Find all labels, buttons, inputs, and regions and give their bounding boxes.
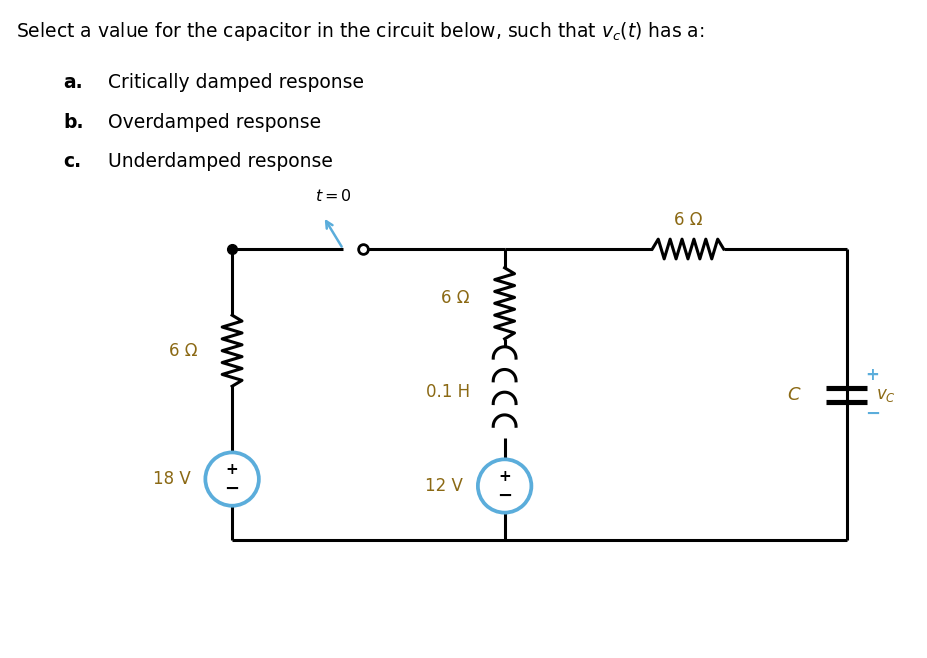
Text: 6 Ω: 6 Ω xyxy=(441,290,469,307)
Text: Underdamped response: Underdamped response xyxy=(108,152,333,171)
Text: Overdamped response: Overdamped response xyxy=(108,113,321,132)
Text: −: − xyxy=(864,405,879,423)
Text: +: + xyxy=(225,462,238,476)
Text: −: − xyxy=(497,487,512,505)
Text: 18 V: 18 V xyxy=(153,470,190,488)
Text: b.: b. xyxy=(64,113,84,132)
Text: +: + xyxy=(865,366,878,384)
Text: Select a value for the capacitor in the circuit below, such that $\mathit{v_c}(t: Select a value for the capacitor in the … xyxy=(16,20,704,43)
Text: 0.1 H: 0.1 H xyxy=(425,383,469,401)
Text: a.: a. xyxy=(64,73,83,92)
Text: $t=0$: $t=0$ xyxy=(314,188,351,203)
Text: 6 Ω: 6 Ω xyxy=(673,211,702,229)
Text: 12 V: 12 V xyxy=(425,477,463,495)
Text: Critically damped response: Critically damped response xyxy=(108,73,363,92)
Text: c.: c. xyxy=(64,152,82,171)
Text: 6 Ω: 6 Ω xyxy=(169,342,197,360)
Text: +: + xyxy=(498,468,511,484)
Text: $C$: $C$ xyxy=(787,386,801,403)
Text: −: − xyxy=(224,480,239,498)
Text: $v_C$: $v_C$ xyxy=(875,386,895,403)
